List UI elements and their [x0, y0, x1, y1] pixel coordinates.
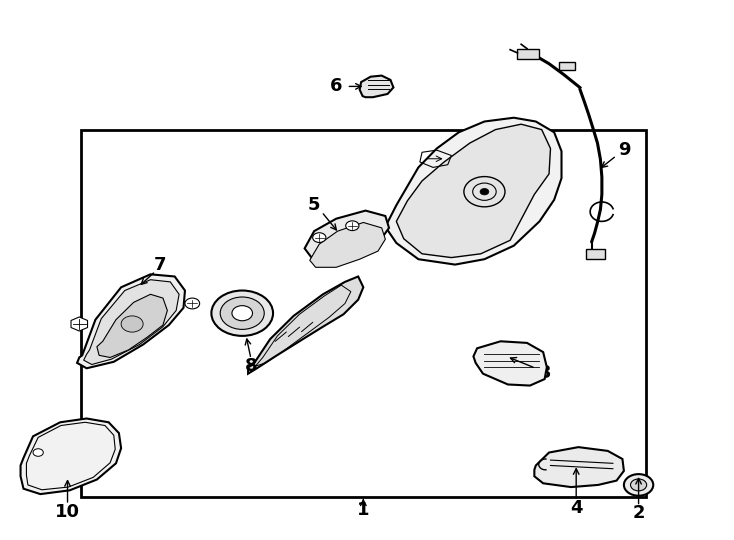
Text: 3: 3 — [538, 363, 551, 382]
Bar — [517, 49, 539, 59]
Bar — [81, 130, 646, 497]
Circle shape — [313, 233, 326, 242]
Text: 1: 1 — [357, 501, 370, 519]
Bar — [586, 249, 605, 259]
Text: 2: 2 — [632, 504, 645, 522]
Text: 8: 8 — [244, 357, 258, 375]
Polygon shape — [473, 341, 547, 386]
Polygon shape — [385, 118, 562, 265]
Polygon shape — [21, 418, 121, 494]
Polygon shape — [310, 222, 385, 267]
Polygon shape — [77, 274, 185, 368]
Circle shape — [121, 316, 143, 332]
Polygon shape — [396, 124, 550, 258]
Polygon shape — [305, 211, 389, 258]
Polygon shape — [248, 276, 363, 374]
Text: 4: 4 — [570, 498, 583, 517]
Text: 5: 5 — [308, 196, 321, 214]
Polygon shape — [97, 294, 167, 357]
Polygon shape — [84, 280, 179, 365]
Bar — [559, 62, 575, 70]
Text: 10: 10 — [55, 503, 80, 521]
Polygon shape — [534, 447, 624, 487]
Circle shape — [480, 188, 489, 195]
Polygon shape — [360, 76, 393, 97]
Text: 9: 9 — [617, 141, 631, 159]
Text: 7: 7 — [153, 255, 167, 274]
Circle shape — [33, 449, 43, 456]
Circle shape — [220, 297, 264, 329]
Circle shape — [211, 291, 273, 336]
Circle shape — [346, 221, 359, 231]
Circle shape — [631, 479, 647, 491]
Circle shape — [624, 474, 653, 496]
Circle shape — [232, 306, 252, 321]
Circle shape — [185, 298, 200, 309]
Text: 6: 6 — [330, 77, 343, 96]
